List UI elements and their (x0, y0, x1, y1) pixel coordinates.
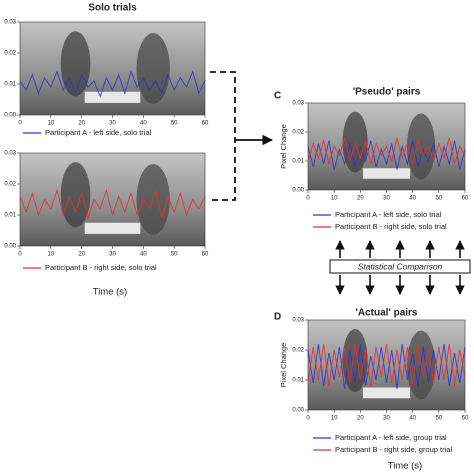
data-line (19, 70, 206, 98)
x-tick-label: 10 (47, 252, 54, 258)
legend-label: Participant A - left side, group trial (335, 433, 447, 442)
x-tick-label: 50 (435, 416, 442, 422)
x-tick-label: 20 (357, 416, 364, 422)
x-tick-label: 0 (306, 416, 310, 422)
x-tick-label: 50 (171, 252, 178, 258)
y-tick-label: 0.01 (4, 213, 16, 219)
photo-table (84, 91, 141, 103)
photo-person (406, 113, 436, 180)
photo-table (362, 387, 411, 399)
y-tick-label: 0.02 (4, 51, 16, 57)
panel-title: Solo trials (88, 3, 137, 14)
photo-table (362, 168, 411, 179)
panel-title: 'Actual' pairs (356, 308, 418, 319)
x-tick-label: 0 (18, 252, 22, 258)
y-axis-label: Pixel Change (279, 343, 288, 388)
y-tick-label: 0.00 (4, 244, 16, 250)
x-tick-label: 60 (462, 196, 469, 202)
y-tick-label: 0.03 (4, 20, 16, 26)
x-tick-label: 40 (409, 196, 416, 202)
legend-label: Participant B - right side, group trial (335, 445, 452, 454)
panel-title: 'Pseudo' pairs (353, 87, 421, 98)
y-axis-label: Pixel Change (279, 124, 288, 169)
y-tick-label: 0.01 (292, 378, 304, 384)
panel-label: C (274, 91, 281, 102)
photo-person (60, 162, 91, 228)
comparison-label: Statistical Comparison (358, 261, 443, 271)
y-tick-label: 0.01 (292, 159, 304, 165)
x-tick-label: 30 (383, 416, 390, 422)
x-tick-label: 20 (357, 196, 364, 202)
axes-frame (19, 152, 206, 247)
x-tick-label: 20 (78, 121, 85, 127)
x-tick-label: 10 (47, 121, 54, 127)
x-tick-label: 60 (202, 121, 209, 127)
data-line (307, 343, 466, 390)
x-tick-label: 40 (140, 252, 147, 258)
axes-frame (19, 21, 206, 116)
y-tick-label: 0.00 (292, 188, 304, 194)
x-tick-label: 0 (306, 196, 310, 202)
data-line (307, 135, 466, 166)
x-tick-label: 10 (331, 416, 338, 422)
y-tick-label: 0.02 (292, 348, 304, 354)
y-tick-label: 0.00 (292, 408, 304, 414)
x-tick-label: 0 (18, 121, 22, 127)
panel-label: D (274, 312, 281, 323)
legend-label: Participant B - right side, solo trial (45, 263, 157, 272)
x-tick-label: 60 (462, 416, 469, 422)
y-tick-label: 0.00 (4, 113, 16, 119)
x-tick-label: 30 (109, 121, 116, 127)
x-tick-label: 10 (331, 196, 338, 202)
x-tick-label: 30 (383, 196, 390, 202)
y-tick-label: 0.03 (292, 101, 304, 107)
axes-frame (307, 319, 466, 411)
data-line (19, 188, 206, 220)
connector (210, 71, 274, 201)
x-axis-label: Time (s) (388, 461, 422, 472)
y-tick-label: 0.01 (4, 82, 16, 88)
legend-label: Participant A - left side, solo trial (335, 210, 442, 219)
x-tick-label: 20 (78, 252, 85, 258)
photo-person (136, 164, 170, 235)
y-tick-label: 0.03 (292, 318, 304, 324)
y-tick-label: 0.02 (292, 130, 304, 136)
legend-label: Participant B - right side, solo trial (335, 222, 447, 231)
x-tick-label: 40 (409, 416, 416, 422)
y-tick-label: 0.03 (4, 151, 16, 157)
data-line (307, 343, 466, 387)
x-tick-label: 50 (171, 121, 178, 127)
y-tick-label: 0.02 (4, 182, 16, 188)
photo-person (136, 33, 170, 104)
photo-table (84, 222, 141, 234)
x-axis-label: Time (s) (93, 287, 127, 298)
legend-label: Participant A - left side, solo trial (45, 128, 152, 137)
x-tick-label: 40 (140, 121, 147, 127)
data-line (307, 140, 466, 170)
x-tick-label: 30 (109, 252, 116, 258)
x-tick-label: 60 (202, 252, 209, 258)
x-tick-label: 50 (435, 196, 442, 202)
comparison-box: Statistical Comparison (329, 240, 471, 295)
